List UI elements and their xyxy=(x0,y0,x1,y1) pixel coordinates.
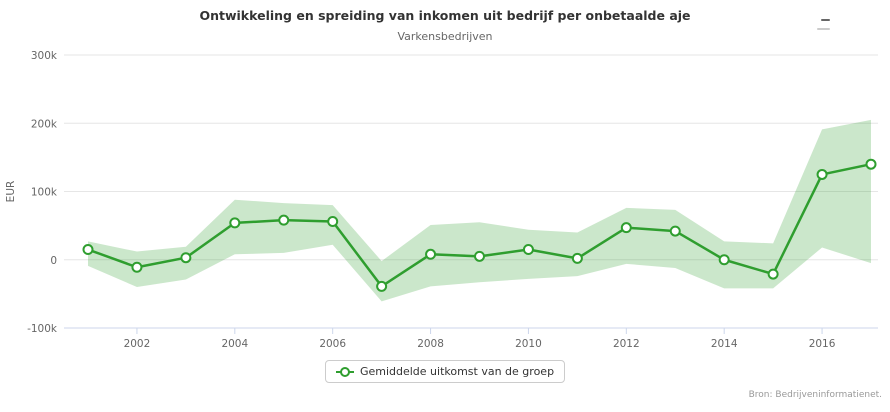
data-point-marker[interactable] xyxy=(82,244,94,256)
data-point-marker[interactable] xyxy=(474,250,485,262)
data-point-marker[interactable] xyxy=(131,261,143,273)
hamburger-menu-icon xyxy=(821,18,830,21)
plot-area: -100k 0 100k 200k 300k EUR 2002 2004 2006 2008 201… xyxy=(5,50,878,350)
x-axis-tick-label: 2006 xyxy=(319,338,346,350)
data-point-marker[interactable] xyxy=(327,216,339,228)
data-point-marker[interactable] xyxy=(522,244,534,256)
x-axis-tick-label: 2010 xyxy=(515,338,542,350)
data-point-marker[interactable] xyxy=(229,217,241,229)
x-axis-tick-label: 2014 xyxy=(711,338,738,350)
chart-title: Ontwikkeling en spreiding van inkomen ui… xyxy=(199,8,691,23)
y-axis-tick-label: 100k xyxy=(31,187,58,199)
legend-label: Gemiddelde uitkomst van de groep xyxy=(359,365,555,378)
data-point-marker[interactable] xyxy=(376,280,388,292)
data-point-marker[interactable] xyxy=(620,222,632,234)
chart-context-menu-button[interactable] xyxy=(806,8,834,32)
data-point-marker[interactable] xyxy=(180,252,192,264)
data-point-marker[interactable] xyxy=(669,225,681,237)
y-axis-tick-label: 200k xyxy=(31,118,58,130)
y-axis-tick-label: 300k xyxy=(31,50,58,62)
y-axis-title: EUR xyxy=(5,181,17,203)
data-point-marker[interactable] xyxy=(278,214,290,226)
spread-band-area xyxy=(88,119,871,302)
data-point-marker[interactable] xyxy=(865,158,877,170)
x-axis-tick-label: 2008 xyxy=(417,338,444,350)
x-axis-tick-label: 2016 xyxy=(809,338,836,350)
data-point-marker[interactable] xyxy=(718,254,730,266)
data-point-marker[interactable] xyxy=(571,252,583,264)
y-axis-tick-label: -100k xyxy=(27,323,58,335)
x-axis-tick-label: 2004 xyxy=(221,338,248,350)
source-credit: Bron: Bedrijveninformatienet. xyxy=(748,390,882,400)
legend-line-marker-icon xyxy=(335,366,354,378)
hamburger-menu-icon xyxy=(817,27,830,30)
legend: Gemiddelde uitkomst van de groep xyxy=(0,360,890,383)
y-axis-tick-label: 0 xyxy=(50,255,57,267)
chart-subtitle: Varkensbedrijven xyxy=(397,30,493,43)
data-point-marker[interactable] xyxy=(767,268,779,280)
legend-item-average[interactable]: Gemiddelde uitkomst van de groep xyxy=(324,360,566,383)
x-axis-tick-label: 2012 xyxy=(613,338,640,350)
x-axis-tick-label: 2002 xyxy=(124,338,151,350)
data-point-marker[interactable] xyxy=(425,248,437,260)
data-point-marker[interactable] xyxy=(816,168,828,180)
